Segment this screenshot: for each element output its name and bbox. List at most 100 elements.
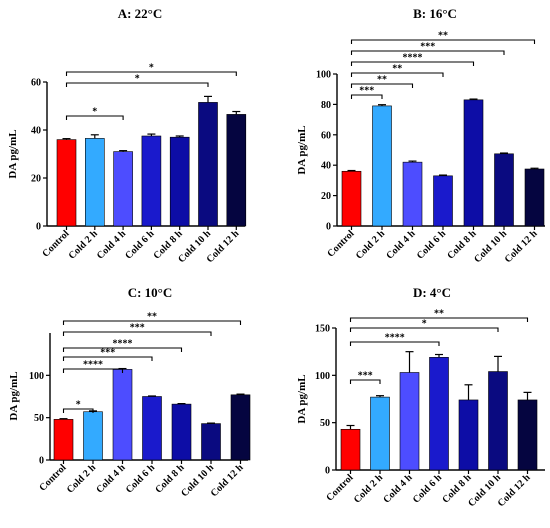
y-tick-label: 40 xyxy=(321,161,331,172)
significance-bracket xyxy=(349,341,440,346)
significance-label: ** xyxy=(392,64,402,75)
x-tick-label: Cold 2 h xyxy=(354,228,388,262)
significance-bracket xyxy=(349,379,381,384)
x-tick-label: Cold 12 h xyxy=(209,462,246,499)
bar xyxy=(226,114,247,227)
significance-bracket xyxy=(349,327,499,332)
significance-label: * xyxy=(422,319,427,330)
y-tick-label: 100 xyxy=(316,70,331,81)
significance-bracket xyxy=(62,320,242,325)
significance-label: *** xyxy=(358,371,373,382)
bar xyxy=(341,170,362,227)
y-tick-label: 50 xyxy=(320,418,330,429)
significance-label: * xyxy=(149,63,154,74)
y-tick-label: 20 xyxy=(31,174,41,185)
significance-label: *** xyxy=(100,348,115,359)
bar xyxy=(141,135,162,227)
significance-label: **** xyxy=(403,53,423,64)
bar xyxy=(85,138,105,227)
chart-title: D: 4°C xyxy=(413,285,451,300)
bar xyxy=(463,99,484,227)
significance-bracket xyxy=(350,83,414,88)
y-tick-label: 100 xyxy=(315,371,330,382)
bar xyxy=(142,396,162,461)
significance-bracket xyxy=(62,356,153,361)
x-tick-label: Cold 6 h xyxy=(415,228,449,262)
significance-bracket xyxy=(62,368,124,373)
y-tick-label: 60 xyxy=(31,78,41,89)
bar xyxy=(433,175,453,227)
significance-label: **** xyxy=(83,360,103,371)
y-tick-label: 0 xyxy=(39,456,44,467)
bar xyxy=(169,136,190,227)
bar xyxy=(370,396,390,471)
significance-bracket xyxy=(65,71,237,76)
significance-bracket xyxy=(65,82,209,87)
bar xyxy=(429,357,449,471)
significance-bracket xyxy=(350,94,383,99)
y-axis-label: DA pg/mL xyxy=(296,374,308,423)
significance-label: *** xyxy=(130,323,145,334)
y-axis-label: DA pg/mL xyxy=(7,129,19,178)
x-tick-label: Cold 4 h xyxy=(95,228,129,262)
significance-bracket xyxy=(62,408,94,413)
y-tick-label: 0 xyxy=(325,466,330,477)
significance-label: **** xyxy=(113,339,133,350)
bar xyxy=(113,151,133,227)
significance-bracket xyxy=(350,39,536,44)
y-axis-label: DA pg/mL xyxy=(8,371,20,420)
chart-title: C: 10°C xyxy=(128,285,173,300)
bar xyxy=(340,428,361,471)
significance-label: ** xyxy=(438,31,448,42)
y-tick-label: 20 xyxy=(321,191,331,202)
significance-label: * xyxy=(76,400,81,411)
significance-label: *** xyxy=(359,86,374,97)
bar xyxy=(53,419,74,461)
chart-title: A: 22°C xyxy=(118,6,163,21)
significance-label: ** xyxy=(377,75,387,86)
y-tick-label: 100 xyxy=(29,371,44,382)
x-tick-label: Cold 4 h xyxy=(384,228,418,262)
significance-bracket xyxy=(349,317,529,322)
x-tick-label: Cold 6 h xyxy=(123,228,157,262)
bar xyxy=(230,394,251,461)
significance-label: ** xyxy=(434,309,444,320)
significance-label: **** xyxy=(385,333,405,344)
bar xyxy=(112,369,133,461)
significance-label: * xyxy=(135,74,140,85)
bar xyxy=(56,139,77,227)
x-tick-label: Control xyxy=(325,228,356,259)
x-tick-label: Control xyxy=(37,462,68,493)
significance-bracket xyxy=(62,331,212,336)
x-tick-label: Cold 2 h xyxy=(67,228,101,262)
chart-title: B: 16°C xyxy=(413,6,457,21)
significance-label: ** xyxy=(147,312,157,323)
significance-bracket xyxy=(350,61,475,66)
y-tick-label: 0 xyxy=(36,222,41,233)
x-tick-label: Cold 12 h xyxy=(503,228,540,265)
bar xyxy=(402,161,423,227)
bar xyxy=(201,423,221,461)
bar xyxy=(458,399,479,471)
y-tick-label: 40 xyxy=(31,126,41,137)
x-tick-label: Cold 2 h xyxy=(65,462,99,496)
bar xyxy=(198,102,218,227)
x-tick-label: Cold 4 h xyxy=(94,462,128,496)
significance-bracket xyxy=(350,50,505,55)
x-tick-label: Control xyxy=(324,472,355,503)
bar xyxy=(171,403,192,461)
bar xyxy=(488,371,508,471)
bar xyxy=(494,153,514,227)
y-tick-label: 80 xyxy=(321,100,331,111)
bar xyxy=(83,411,103,461)
bar xyxy=(399,372,420,471)
significance-bracket xyxy=(65,115,124,120)
x-tick-label: Cold 2 h xyxy=(352,472,386,506)
significance-label: * xyxy=(92,107,97,118)
x-tick-label: Cold 6 h xyxy=(411,472,445,506)
